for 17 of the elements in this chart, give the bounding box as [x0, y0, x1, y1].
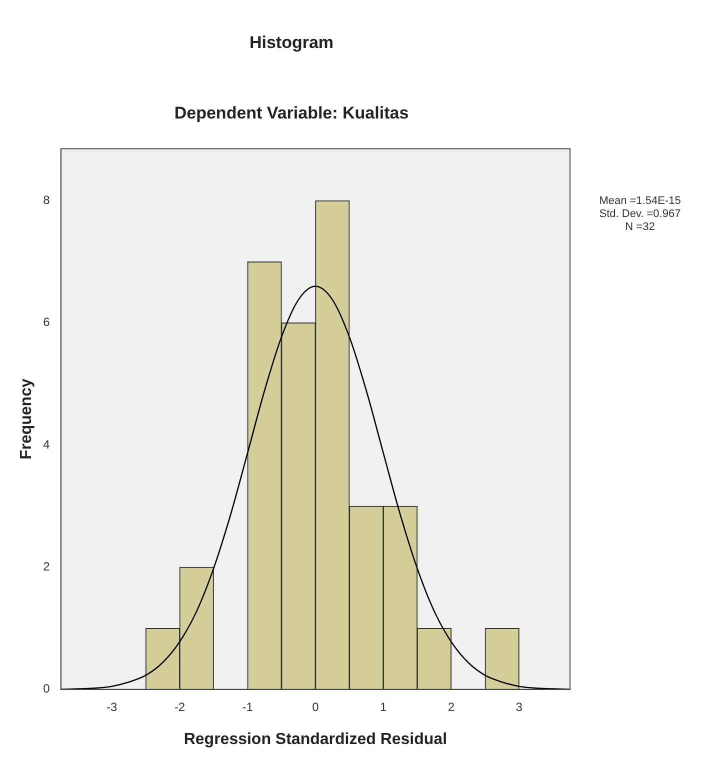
x-tick-label: -2	[174, 700, 186, 714]
x-tick-label: 3	[516, 700, 523, 714]
x-tick-label: -1	[242, 700, 254, 714]
chart-title: Histogram	[249, 32, 334, 52]
y-tick-label: 4	[43, 437, 50, 452]
text: Mean =1.54E-15 Std. Dev. =0.967 N =32	[599, 194, 681, 233]
x-axis-title: Regression Standardized Residual	[184, 730, 448, 748]
x-tick-label: 0	[312, 700, 320, 714]
y-tick-label: 0	[43, 682, 50, 696]
x-tick-label: -3	[106, 700, 118, 714]
y-tick-label: 6	[43, 315, 50, 330]
y-tick-label: 2	[43, 560, 50, 574]
y-tick-label: 8	[43, 193, 50, 208]
y-axis-title: Frequency	[18, 378, 36, 460]
x-tick-label: 1	[380, 700, 387, 714]
x-tick-label: 2	[448, 700, 455, 714]
chart-subtitle: Dependent Variable: Kualitas	[174, 103, 409, 122]
